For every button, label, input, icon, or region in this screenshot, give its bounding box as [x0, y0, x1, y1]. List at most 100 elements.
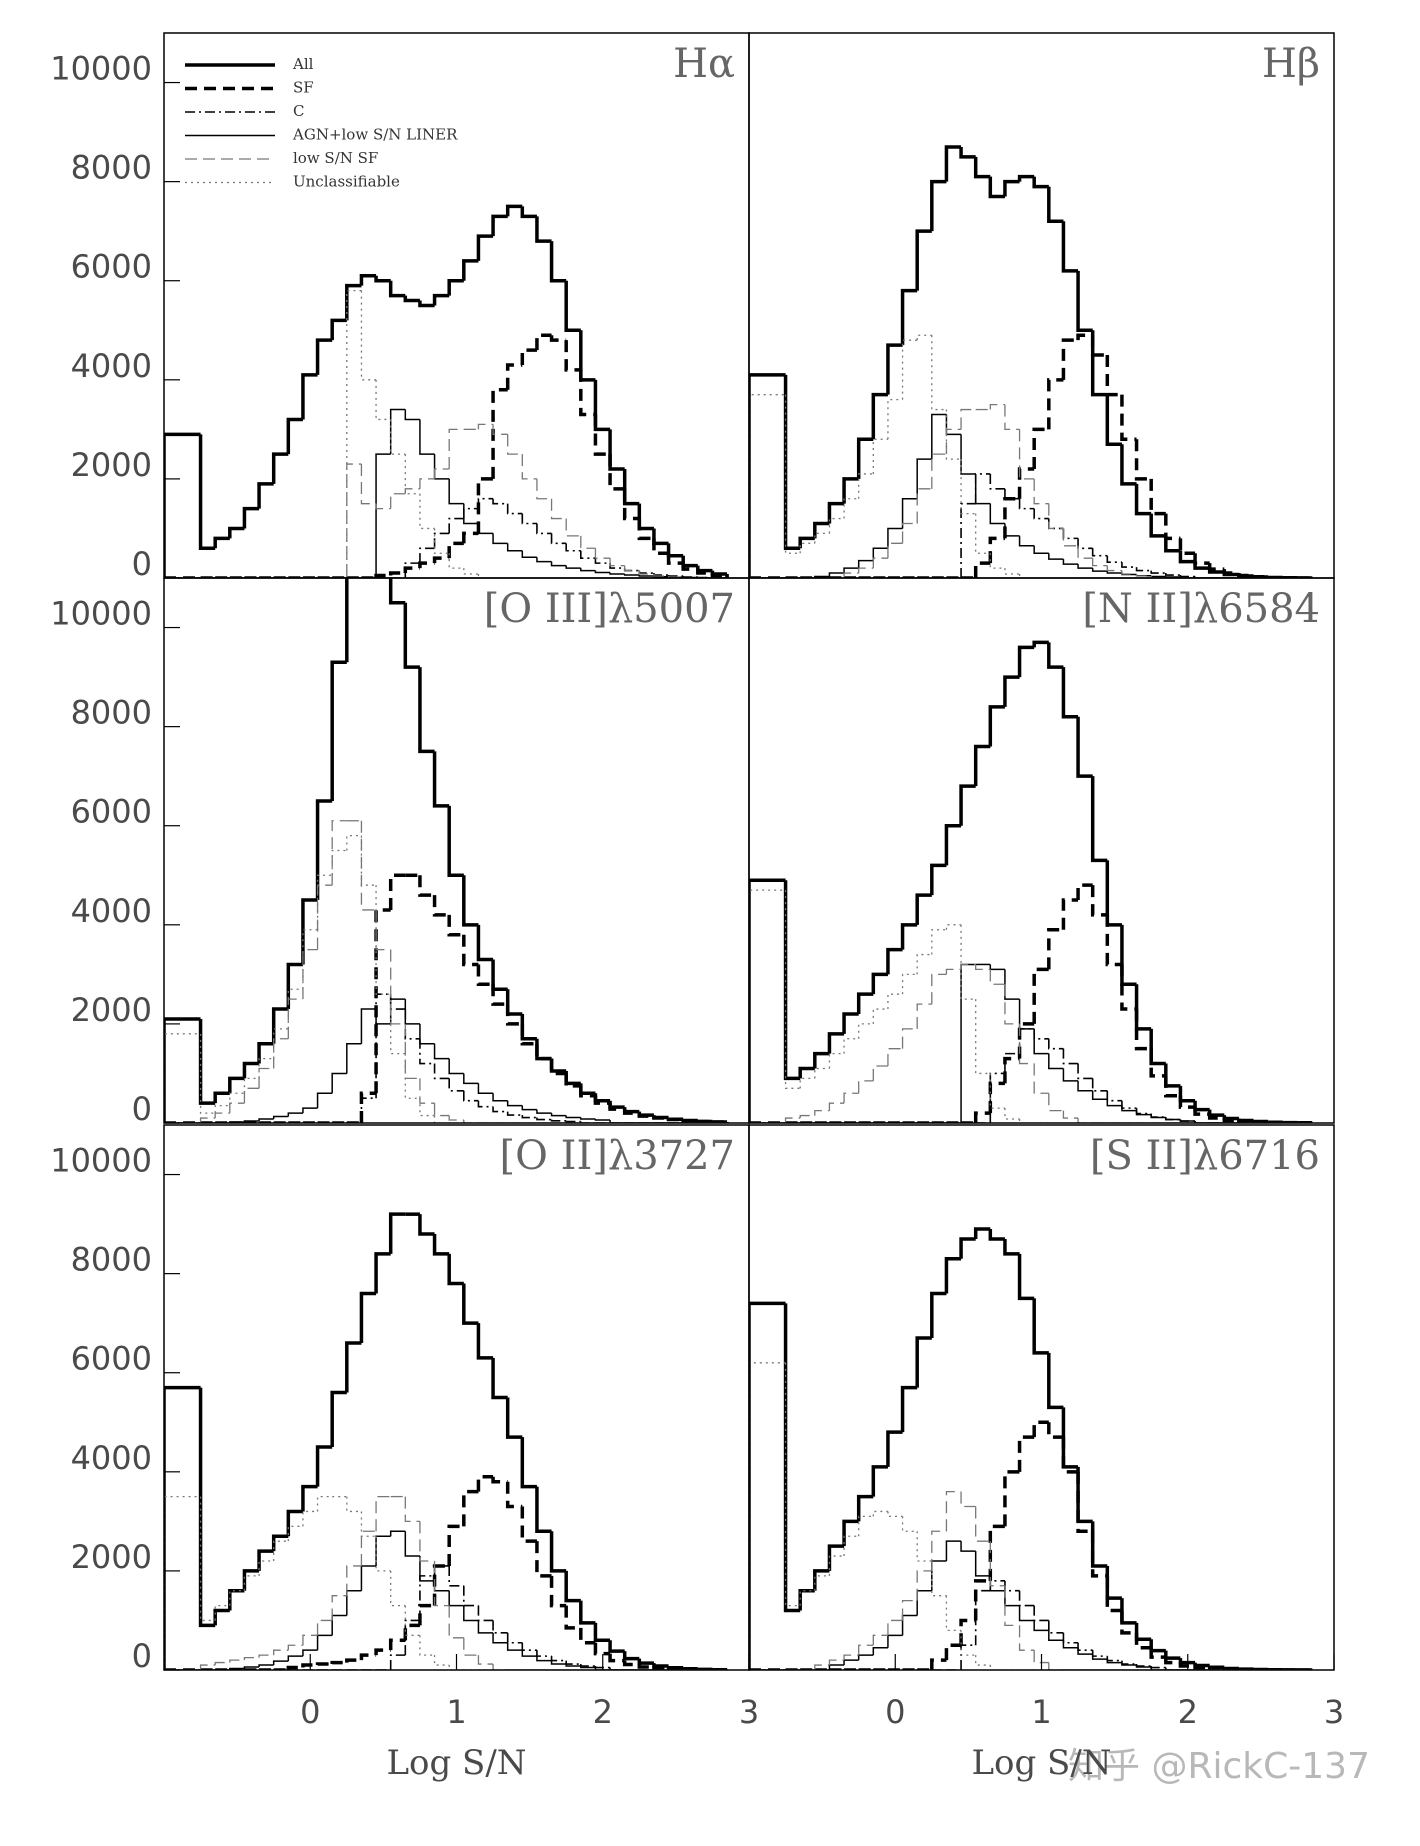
hist-step	[916, 1589, 932, 1616]
hist-step	[505, 989, 523, 1016]
hist-step	[492, 1106, 508, 1113]
hist-step	[842, 1012, 859, 1034]
hist-step	[477, 1083, 494, 1095]
hist-step	[1120, 924, 1137, 987]
hist-step	[843, 1535, 859, 1557]
series	[749, 403, 1313, 578]
hist-step	[749, 394, 786, 578]
hist-step	[1207, 563, 1225, 571]
hist-step	[1106, 1659, 1122, 1664]
hist-step	[1061, 338, 1079, 380]
hist-step	[331, 1595, 347, 1621]
hist-step	[286, 1509, 303, 1537]
hist-step	[433, 1580, 450, 1592]
hist-step	[1207, 1665, 1225, 1670]
hist-step	[696, 569, 713, 575]
hist-step	[432, 556, 450, 564]
hist-step	[843, 498, 859, 519]
hist-step	[973, 561, 991, 578]
hist-step	[974, 473, 991, 504]
hist-step	[213, 1608, 230, 1626]
hist-step	[945, 1490, 962, 1532]
hist-step	[1018, 574, 1035, 578]
hist-step	[375, 885, 391, 995]
hist-step	[1061, 1407, 1079, 1469]
hist-step	[916, 488, 932, 524]
hist-step	[814, 532, 830, 544]
hist-step	[462, 875, 479, 927]
hist-step	[448, 1078, 464, 1092]
series	[164, 333, 729, 578]
hist-step	[432, 1234, 450, 1256]
hist-step	[973, 744, 991, 787]
hist-step	[988, 536, 1005, 564]
hist-step	[580, 1117, 596, 1120]
hist-step	[433, 1655, 450, 1666]
hist-step	[828, 1555, 845, 1576]
hist-step	[1018, 1023, 1035, 1065]
hist-step	[843, 1092, 859, 1104]
hist-step	[1149, 1647, 1166, 1659]
hist-step	[783, 880, 801, 1081]
hist-step	[243, 1120, 260, 1123]
series	[749, 889, 1313, 1123]
hist-step	[535, 1486, 552, 1534]
hist-step	[843, 1038, 859, 1054]
hist-step	[1017, 1253, 1035, 1301]
hist-step	[258, 1560, 274, 1576]
hist-step	[375, 503, 391, 510]
panel-frame	[163, 32, 750, 579]
hist-step	[286, 1665, 303, 1670]
hist-step	[856, 1494, 874, 1522]
hist-step	[1077, 564, 1093, 569]
hist-step	[798, 1588, 815, 1611]
hist-step	[1003, 179, 1020, 197]
hist-step	[1194, 1121, 1210, 1123]
hist-step	[871, 1465, 888, 1497]
hist-step	[535, 333, 552, 351]
hist-step	[1222, 569, 1239, 575]
hist-step	[477, 497, 494, 509]
hist-step	[666, 543, 684, 558]
hist-step	[550, 1656, 567, 1662]
hist-step	[447, 541, 464, 559]
hist-step	[1091, 1650, 1108, 1657]
hist-step	[1222, 1115, 1239, 1121]
hist-step	[491, 387, 508, 479]
hist-step	[579, 1085, 596, 1098]
hist-step	[287, 1644, 303, 1651]
hist-step	[960, 408, 976, 430]
hist-step	[858, 567, 874, 574]
watermark: 知乎 @RickC-137	[1068, 1746, 1370, 1787]
hist-step	[258, 1654, 274, 1658]
hist-step	[1062, 559, 1079, 565]
hist-step	[213, 1091, 230, 1104]
hist-step	[492, 1664, 508, 1670]
hist-step	[302, 1649, 318, 1657]
hist-step	[989, 1072, 1005, 1123]
hist-step	[1193, 1666, 1210, 1670]
hist-step	[462, 1489, 479, 1527]
hist-step	[842, 1519, 859, 1547]
hist-step	[916, 1531, 932, 1562]
hist-step	[199, 1496, 216, 1622]
hist-step	[975, 999, 991, 1075]
hist-step	[653, 573, 669, 576]
hist-step	[506, 543, 523, 552]
hist-step	[638, 575, 654, 577]
hist-step	[345, 578, 349, 663]
hist-step	[418, 1214, 435, 1236]
hist-step	[1077, 545, 1093, 559]
hist-step	[433, 1103, 450, 1117]
hist-step	[930, 1291, 947, 1339]
hist-step	[1017, 645, 1035, 678]
hist-step	[1179, 1119, 1196, 1122]
hist-step	[360, 835, 377, 886]
hist-step	[213, 536, 230, 549]
hist-step	[506, 1100, 523, 1107]
panel-title: [S II]λ6716	[1090, 1133, 1320, 1179]
hist-step	[463, 1605, 479, 1622]
hist-step	[1105, 860, 1122, 927]
hist-step	[989, 553, 1005, 569]
hist-step	[346, 1565, 362, 1596]
